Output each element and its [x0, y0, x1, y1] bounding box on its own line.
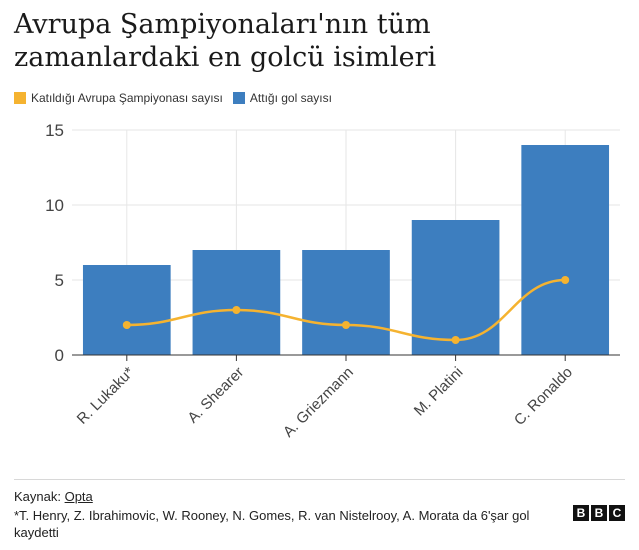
- x-tick-label: M. Platini: [411, 364, 467, 420]
- bbc-logo-c: C: [609, 505, 625, 521]
- legend-item-line: Katıldığı Avrupa Şampiyonası sayısı: [14, 91, 223, 105]
- bbc-logo-b2: B: [591, 505, 607, 521]
- y-tick-label: 15: [45, 121, 64, 140]
- footer-divider: [14, 479, 625, 480]
- x-tick-label: A. Shearer: [184, 364, 247, 427]
- bar: [302, 250, 390, 355]
- bbc-logo: B B C: [571, 505, 625, 521]
- line-point: [451, 336, 460, 344]
- bar: [82, 265, 171, 355]
- bbc-logo-b1: B: [573, 505, 589, 521]
- line-point: [342, 321, 350, 329]
- legend: Katıldığı Avrupa Şampiyonası sayısı Attı…: [14, 90, 342, 106]
- line-point: [122, 321, 131, 329]
- legend-swatch-line: [14, 92, 26, 104]
- footnote: *T. Henry, Z. Ibrahimovic, W. Rooney, N.…: [14, 508, 530, 540]
- x-tick-label: C. Ronaldo: [511, 364, 576, 429]
- source-line: Kaynak: Opta: [14, 489, 93, 504]
- line-point: [232, 306, 241, 314]
- bar: [192, 250, 281, 355]
- line-point: [561, 276, 570, 284]
- source-link[interactable]: Opta: [64, 489, 93, 504]
- bar: [411, 220, 500, 355]
- chart-plot: 0 5 10 15 R. Lukaku* A. Shearer A. Griezmann M.…: [45, 121, 620, 441]
- y-tick-label: 5: [55, 271, 64, 290]
- legend-swatch-bar: [232, 92, 245, 104]
- source-prefix: Kaynak:: [14, 489, 65, 504]
- y-tick-label: 10: [45, 196, 64, 215]
- bar: [521, 145, 610, 355]
- legend-label-line: Katıldığı Avrupa Şampiyonası sayısı: [31, 91, 223, 105]
- legend-label-bar: Attığı gol sayısı: [249, 91, 332, 105]
- x-tick-label: A. Griezmann: [280, 364, 357, 441]
- chart-title: Avrupa Şampiyonaları'nın tüm zamanlardak…: [14, 9, 437, 73]
- x-tick-label: R. Lukaku*: [74, 364, 138, 428]
- legend-item-bar: Attığı gol sayısı: [232, 91, 332, 105]
- y-tick-label: 0: [55, 346, 64, 365]
